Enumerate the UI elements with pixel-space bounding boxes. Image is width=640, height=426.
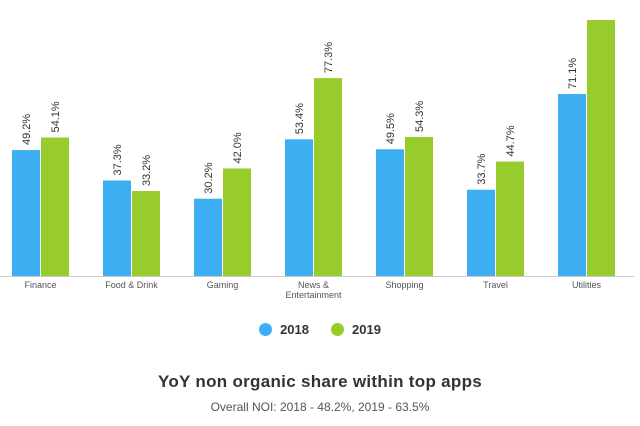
bar-2019-4 xyxy=(314,78,342,276)
bar-2019-1 xyxy=(41,137,69,276)
bar-2018-3 xyxy=(194,198,222,276)
x-tick-label-line: Finance xyxy=(24,280,56,290)
x-tick-label-1: Finance xyxy=(24,280,56,290)
x-tick-label-2: Food & Drink xyxy=(105,280,158,290)
bar-2019-2 xyxy=(132,191,160,276)
x-tick-label-line: Food & Drink xyxy=(105,280,158,290)
legend-item-2018[interactable]: 2018 xyxy=(259,322,309,337)
data-label-2019-3: 42.0% xyxy=(232,132,244,163)
bar-2018-1 xyxy=(12,150,40,276)
data-label-2018-4: 53.4% xyxy=(294,103,306,134)
x-tick-label-line: Utilities xyxy=(572,280,602,290)
data-label-2018-2: 37.3% xyxy=(112,144,124,175)
bar-chart: 49.2% 54.1% Finance 37.3% 33.2% Food & Drink 3… xyxy=(0,20,634,300)
bar-2019-3 xyxy=(223,168,251,276)
bar-2018-4 xyxy=(285,139,313,276)
x-tick-label-line: Travel xyxy=(483,280,508,290)
legend-label-2019: 2019 xyxy=(352,322,381,337)
legend-swatch-2018 xyxy=(259,323,273,336)
chart-subtitle: Overall NOI: 2018 - 48.2%, 2019 - 63.5% xyxy=(210,400,430,414)
data-label-2019-1: 54.1% xyxy=(50,101,62,132)
bar-2018-2 xyxy=(103,180,131,276)
data-label-2018-3: 30.2% xyxy=(203,162,215,193)
legend-swatch-2019 xyxy=(331,323,344,336)
data-label-2018-6: 33.7% xyxy=(476,153,488,184)
x-tick-label-3: Gaming xyxy=(207,280,239,290)
bar-2019-5 xyxy=(405,136,433,276)
x-tick-label-line: Shopping xyxy=(385,280,423,290)
bar-2019-6 xyxy=(496,161,524,276)
x-tick-label-6: Travel xyxy=(483,280,508,290)
bar-2019-7 xyxy=(587,20,615,276)
bar-2018-7 xyxy=(558,93,586,276)
x-tick-label-4: News & Entertainment xyxy=(285,280,342,300)
x-tick-label-line: News & xyxy=(298,280,329,290)
data-label-2018-7: 71.1% xyxy=(567,58,579,89)
x-tick-label-5: Shopping xyxy=(385,280,423,290)
legend: 2018 2019 xyxy=(0,322,640,337)
data-label-2019-4: 77.3% xyxy=(323,42,335,73)
bar-2018-6 xyxy=(467,189,495,276)
bar-2018-5 xyxy=(376,149,404,276)
chart-title: YoY non organic share within top apps xyxy=(157,372,483,391)
x-tick-label-line: Entertainment xyxy=(285,290,342,300)
data-label-2019-6: 44.7% xyxy=(505,125,517,156)
legend-label-2018: 2018 xyxy=(280,322,309,337)
legend-item-2019[interactable]: 2019 xyxy=(331,322,381,337)
data-label-2018-5: 49.5% xyxy=(385,113,397,144)
data-label-2019-5: 54.3% xyxy=(414,101,426,132)
x-tick-label-7: Utilities xyxy=(572,280,602,290)
x-tick-label-line: Gaming xyxy=(207,280,239,290)
data-label-2018-1: 49.2% xyxy=(21,114,33,145)
data-label-2019-2: 33.2% xyxy=(141,155,153,186)
